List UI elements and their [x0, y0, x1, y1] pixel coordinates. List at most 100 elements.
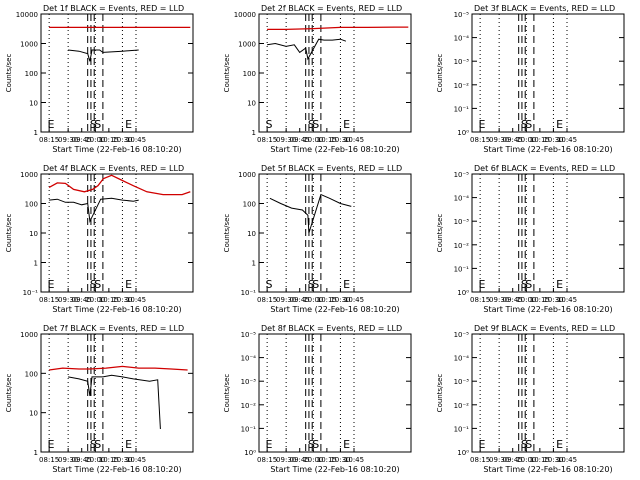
y-tick-label: 10⁻⁵: [454, 11, 470, 19]
event-marker-label: E: [343, 438, 350, 451]
events-series-line: [68, 49, 139, 62]
y-tick-label: 1: [252, 260, 256, 268]
x-tick-label: 10:15: [317, 136, 337, 144]
y-axis-label: Counts/sec: [436, 54, 444, 93]
events-series-line: [267, 38, 347, 61]
plot-frame: [258, 333, 412, 453]
panel-title: Det 3f BLACK = Events, RED = LLD: [474, 4, 615, 13]
y-tick-label: 1: [252, 129, 256, 137]
event-marker-label: E: [343, 278, 350, 291]
x-tick-label: 10:45: [126, 136, 146, 144]
y-tick-label: 10⁰: [457, 289, 469, 297]
y-tick-label: 10⁻¹: [454, 105, 470, 113]
y-tick-label: 10⁻⁴: [454, 355, 470, 363]
x-axis-label: Start Time (22-Feb-16 08:10:20): [270, 465, 399, 474]
event-marker-label: S: [312, 118, 319, 131]
y-tick-label: 1: [34, 449, 38, 457]
x-tick-label: 09:30: [489, 296, 509, 304]
x-tick-label: 10:45: [344, 456, 364, 464]
x-tick-label: 09:30: [489, 456, 509, 464]
y-tick-label: 1: [34, 260, 38, 268]
plot-frame: [40, 333, 194, 453]
x-tick-label: 09:45: [72, 136, 92, 144]
lld-series-line: [49, 365, 188, 371]
detector-panel: Det 1f BLACK = Events, RED = LLD Counts/s…: [5, 4, 194, 154]
x-tick-label: 10:30: [112, 136, 132, 144]
x-tick-label: 09:45: [503, 136, 523, 144]
y-tick-label: 10⁻³: [454, 58, 470, 66]
x-tick-label: 09:30: [276, 136, 296, 144]
event-marker-label: E: [125, 278, 132, 291]
y-tick-label: 10⁻⁴: [454, 35, 470, 43]
y-tick-label: 1: [34, 129, 38, 137]
y-tick-label: 10⁻¹: [241, 289, 257, 297]
event-marker-label: E: [556, 118, 563, 131]
event-marker-label: S: [90, 118, 97, 131]
x-tick-label: 10:45: [344, 296, 364, 304]
x-tick-label: 10:45: [344, 136, 364, 144]
detector-panel: Det 2f BLACK = Events, RED = LLD Counts/s…: [223, 4, 412, 154]
x-axis-label: Start Time (22-Feb-16 08:10:20): [270, 145, 399, 154]
y-tick-label: 1000: [238, 41, 256, 49]
detector-panel: Det 6f BLACK = Events, RED = LLD Counts/s…: [436, 164, 625, 314]
y-tick-label: 10⁰: [457, 129, 469, 137]
x-tick-label: 10:45: [126, 456, 146, 464]
x-tick-label: 10:00: [516, 296, 536, 304]
event-marker-label: S: [94, 118, 101, 131]
y-tick-label: 10⁰: [457, 449, 469, 457]
y-axis-label: Counts/sec: [5, 54, 13, 93]
y-tick-label: 10: [247, 100, 256, 108]
y-tick-label: 10⁻⁴: [454, 195, 470, 203]
plot-frame: [40, 13, 194, 133]
y-axis-label: Counts/sec: [436, 214, 444, 253]
plot-frame: [471, 333, 625, 453]
event-marker-label: S: [525, 438, 532, 451]
event-marker-label: E: [343, 118, 350, 131]
y-tick-label: 10000: [16, 11, 38, 19]
x-tick-label: 10:30: [112, 456, 132, 464]
x-tick-label: 08:15: [470, 296, 490, 304]
x-axis-label: Start Time (22-Feb-16 08:10:20): [52, 145, 181, 154]
x-tick-label: 10:00: [85, 456, 105, 464]
x-tick-label: 10:45: [557, 296, 577, 304]
event-marker-label: S: [521, 118, 528, 131]
y-tick-label: 10⁻³: [241, 378, 257, 386]
y-tick-label: 10: [29, 410, 38, 418]
event-marker-label: S: [308, 438, 315, 451]
plot-frame: [471, 173, 625, 293]
event-marker-label: S: [308, 278, 315, 291]
x-axis-label: Start Time (22-Feb-16 08:10:20): [270, 305, 399, 314]
event-marker-label: E: [556, 438, 563, 451]
x-tick-label: 10:00: [303, 136, 323, 144]
y-tick-label: 1000: [20, 41, 38, 49]
event-marker-label: E: [479, 118, 486, 131]
y-tick-label: 10: [29, 230, 38, 238]
event-marker-label: S: [94, 278, 101, 291]
x-tick-label: 09:30: [58, 296, 78, 304]
y-tick-label: 10⁻⁵: [241, 331, 257, 339]
event-marker-label: E: [479, 278, 486, 291]
x-tick-label: 08:15: [470, 136, 490, 144]
event-marker-label: S: [308, 118, 315, 131]
y-axis-label: Counts/sec: [5, 214, 13, 253]
y-tick-label: 10⁻¹: [241, 425, 257, 433]
x-axis-label: Start Time (22-Feb-16 08:10:20): [52, 465, 181, 474]
plot-frame: [40, 173, 194, 293]
event-marker-label: S: [525, 278, 532, 291]
x-tick-label: 09:30: [58, 136, 78, 144]
x-tick-label: 09:30: [276, 296, 296, 304]
detector-panel: Det 3f BLACK = Events, RED = LLD Counts/s…: [436, 4, 625, 154]
x-tick-label: 08:15: [257, 296, 277, 304]
y-axis-label: Counts/sec: [5, 374, 13, 413]
y-tick-label: 10⁻³: [454, 218, 470, 226]
y-tick-label: 10: [247, 230, 256, 238]
plot-frame: [471, 13, 625, 133]
x-tick-label: 10:00: [516, 136, 536, 144]
y-tick-label: 1000: [20, 331, 38, 339]
x-tick-label: 10:00: [85, 136, 105, 144]
event-marker-label: E: [479, 438, 486, 451]
events-series-line: [269, 193, 352, 234]
y-tick-label: 10⁻¹: [454, 425, 470, 433]
lld-series-line: [267, 26, 409, 31]
detector-panel: Det 7f BLACK = Events, RED = LLD Counts/s…: [5, 324, 194, 474]
